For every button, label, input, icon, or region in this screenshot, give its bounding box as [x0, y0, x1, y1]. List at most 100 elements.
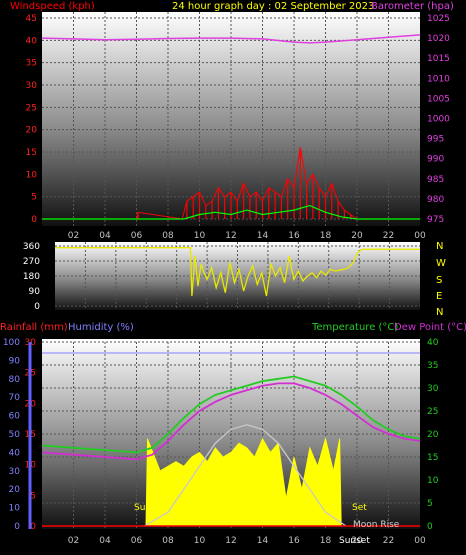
y2-tick-label: 15 — [427, 453, 438, 463]
y2-tick-label: 995 — [427, 135, 444, 145]
y3-tick-label: 0 — [14, 522, 20, 532]
moonrise-label: Moon Rise — [353, 520, 400, 530]
y-tick-label: 5 — [30, 491, 36, 501]
y2-tick-label: 985 — [427, 175, 444, 185]
x-tick-label: 18 — [320, 231, 332, 241]
solar-area — [145, 437, 342, 527]
y2-tick-label: 1000 — [427, 115, 450, 125]
y2-tick-label: 1020 — [427, 34, 450, 44]
y3-tick-label: 20 — [9, 485, 21, 495]
x-tick-label: 00 — [414, 536, 426, 546]
y-tick-label: 0 — [34, 302, 40, 312]
x-tick-label: 02 — [68, 536, 79, 546]
y3-tick-label: 100 — [3, 338, 20, 348]
y-tick-label: 20 — [26, 126, 38, 136]
x-tick-label: 20 — [351, 231, 363, 241]
windspeed-line — [42, 147, 420, 220]
compass-n-bottom: N — [436, 307, 443, 318]
y3-tick-label: 10 — [9, 504, 21, 514]
temp-axis-label: Temperature (°C) — [311, 322, 398, 333]
y-tick-label: 180 — [23, 272, 40, 282]
y-tick-label: 5 — [31, 193, 37, 203]
y-tick-label: 35 — [26, 59, 37, 69]
sunset-label: Set — [352, 503, 367, 513]
y-tick-label: 40 — [26, 36, 38, 46]
x-tick-label: 06 — [131, 536, 143, 546]
x-tick-label: 06 — [131, 231, 143, 241]
compass-e: E — [436, 291, 442, 302]
wind-plot-area: 0510152025303540459759809859909951000100… — [26, 12, 450, 241]
sunrise-label: Sun — [134, 503, 151, 513]
x-tick-label: 04 — [99, 231, 111, 241]
y-tick-label: 30 — [26, 81, 38, 91]
x-tick-label: 16 — [288, 231, 300, 241]
humidity-axis-label: Humidity (%) — [68, 322, 134, 333]
compass-w: W — [436, 258, 446, 269]
y-tick-label: 270 — [23, 257, 40, 267]
wind-axis-label: Windspeed (kph) — [10, 1, 95, 12]
x-tick-label: 14 — [257, 231, 269, 241]
y2-tick-label: 0 — [427, 522, 433, 532]
x-tick-label: 14 — [257, 536, 269, 546]
y3-tick-label: 70 — [9, 393, 21, 403]
y-tick-label: 360 — [23, 242, 40, 252]
x-tick-label: 08 — [162, 536, 174, 546]
y3-tick-label: 80 — [9, 375, 21, 385]
x-tick-label: 20 — [351, 536, 363, 546]
y2-tick-label: 40 — [427, 338, 439, 348]
y2-tick-label: 1010 — [427, 74, 450, 84]
x-tick-label: 18 — [320, 536, 332, 546]
wind-average-line — [42, 204, 420, 220]
x-tick-label: 08 — [162, 231, 174, 241]
x-tick-label: 04 — [99, 536, 111, 546]
y-tick-label: 25 — [26, 103, 37, 113]
y-tick-label: 15 — [26, 148, 37, 158]
y2-tick-label: 1025 — [427, 14, 450, 24]
y-tick-label: 0 — [31, 215, 37, 225]
y2-tick-label: 25 — [427, 407, 438, 417]
direction-plot-area: 0 90 180 270 360 — [23, 242, 420, 312]
sunset-bottom-label: Sunset — [339, 536, 370, 546]
y2-tick-label: 1015 — [427, 54, 450, 64]
x-tick-label: 12 — [225, 536, 236, 546]
chart-title: 24 hour graph day : 02 September 2023 — [172, 1, 374, 12]
y2-tick-label: 20 — [427, 430, 439, 440]
y-tick-label: 0 — [30, 522, 36, 532]
x-tick-label: 10 — [194, 231, 206, 241]
rain-axis-label: Rainfall (mm) — [0, 322, 68, 333]
baro-axis-label: Barometer (hpa) — [371, 1, 454, 12]
uv-curve — [144, 424, 347, 527]
y-tick-label: 10 — [26, 170, 38, 180]
x-tick-label: 02 — [68, 231, 79, 241]
wind-direction-line — [55, 247, 420, 297]
y3-tick-label: 50 — [9, 430, 21, 440]
y3-tick-label: 60 — [9, 412, 21, 422]
dew-axis-label: Dew Point (°C) — [394, 322, 466, 333]
y2-tick-label: 1005 — [427, 94, 450, 104]
x-tick-label: 10 — [194, 536, 206, 546]
y2-tick-label: 975 — [427, 215, 444, 225]
x-tick-label: 00 — [414, 231, 426, 241]
x-tick-label: 22 — [383, 536, 394, 546]
y2-tick-label: 10 — [427, 476, 439, 486]
y2-tick-label: 990 — [427, 155, 444, 165]
y-tick-label: 45 — [26, 14, 37, 24]
compass-s: S — [436, 275, 442, 286]
y3-tick-label: 40 — [9, 448, 21, 458]
temperature-line — [41, 375, 421, 454]
dew-point-line — [41, 382, 421, 461]
y-tick-label: 90 — [29, 287, 41, 297]
y2-tick-label: 35 — [427, 361, 438, 371]
y3-tick-label: 90 — [9, 356, 21, 366]
y2-tick-label: 30 — [427, 384, 439, 394]
barometer-line — [41, 34, 421, 44]
y2-tick-label: 5 — [427, 499, 433, 509]
y2-tick-label: 980 — [427, 195, 444, 205]
compass-n-top: N — [436, 241, 443, 252]
wind-panel — [42, 12, 420, 226]
x-tick-label: 12 — [225, 231, 236, 241]
x-tick-label: 16 — [288, 536, 300, 546]
y3-tick-label: 30 — [9, 467, 21, 477]
x-tick-label: 22 — [383, 231, 394, 241]
